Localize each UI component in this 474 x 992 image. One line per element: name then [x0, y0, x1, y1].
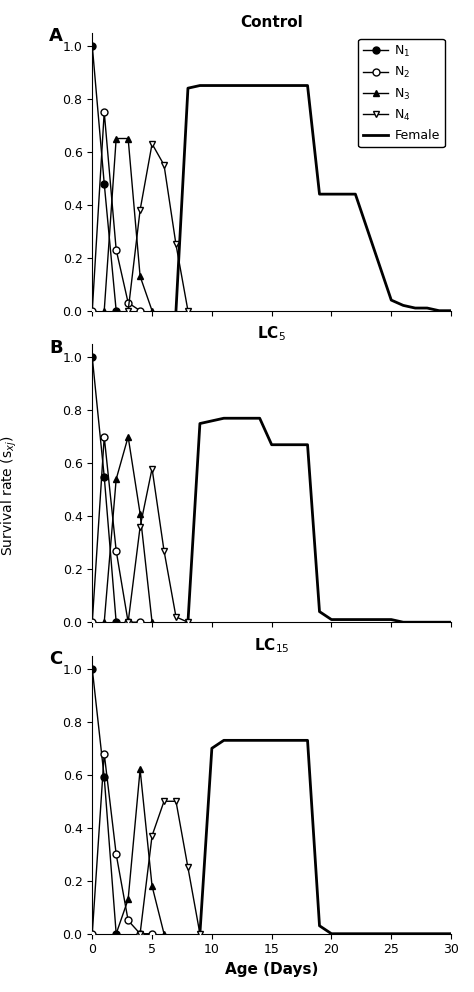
Text: C: C: [49, 650, 63, 668]
Text: B: B: [49, 338, 63, 356]
Text: Survival rate (s$_{xj}$): Survival rate (s$_{xj}$): [0, 435, 19, 557]
Title: LC$_5$: LC$_5$: [257, 324, 286, 343]
Title: Control: Control: [240, 15, 303, 30]
X-axis label: Age (Days): Age (Days): [225, 962, 319, 977]
Title: LC$_{15}$: LC$_{15}$: [254, 636, 290, 655]
Text: A: A: [49, 27, 63, 45]
Legend: N$_1$, N$_2$, N$_3$, N$_4$, Female: N$_1$, N$_2$, N$_3$, N$_4$, Female: [358, 39, 445, 147]
